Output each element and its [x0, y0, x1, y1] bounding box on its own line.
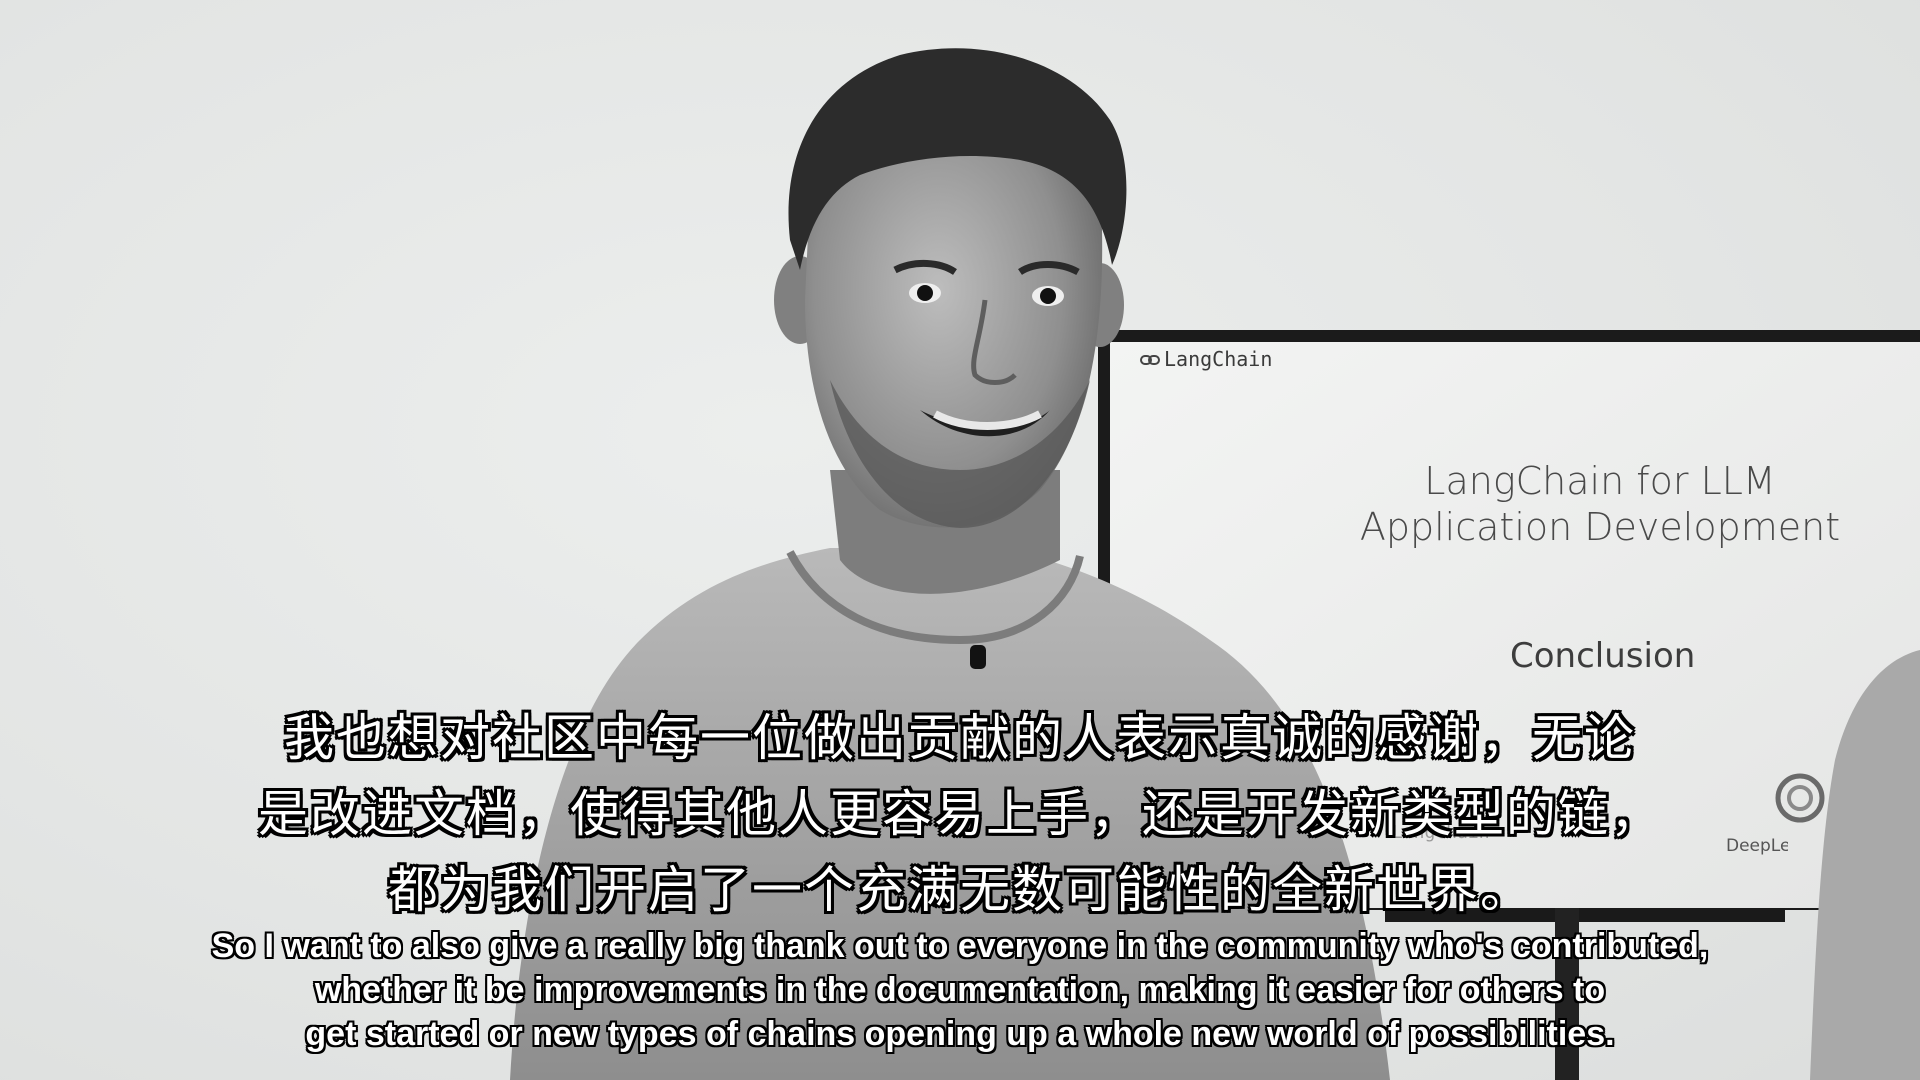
subtitle-english: So I want to also give a really big than…	[60, 924, 1860, 1056]
second-person-shoulder	[1810, 650, 1920, 1080]
subtitle-en-line-3: get started or new types of chains openi…	[305, 1015, 1615, 1053]
screen-brand-label: LangChain	[1164, 347, 1273, 371]
screen-footer-logo-text: DeepLearning	[1726, 836, 1788, 856]
subtitle-en-line-1: So I want to also give a really big than…	[211, 927, 1709, 965]
screen-title-line-2: Application Development	[1359, 505, 1841, 549]
screen-title-line-1: LangChain for LLM	[1424, 459, 1776, 503]
speaker	[510, 48, 1390, 1080]
screen-title: LangChain for LLM Application Developmen…	[1340, 458, 1860, 550]
deeplearning-logo-icon	[1775, 773, 1825, 823]
screen-section-heading: Conclusion	[1510, 636, 1696, 676]
subtitle-zh-line-2: 是改进文档，使得其他人更容易上手，还是开发新类型的链，	[258, 785, 1662, 843]
subtitle-zh-line-1: 我也想对社区中每一位做出贡献的人表示真诚的感谢，无论	[284, 709, 1636, 767]
subtitle-en-line-2: whether it be improvements in the docume…	[314, 971, 1606, 1009]
screen-footer-brand: LangChain	[1392, 822, 1490, 843]
lapel-mic-icon	[970, 645, 986, 669]
chain-link-icon	[1140, 355, 1160, 365]
screen-brand: LangChain	[1140, 347, 1272, 371]
subtitle-zh-line-3: 都为我们开启了一个充满无数可能性的全新世界。	[388, 861, 1532, 919]
subtitle-chinese: 我也想对社区中每一位做出贡献的人表示真诚的感谢，无论 是改进文档，使得其他人更容…	[120, 700, 1800, 928]
